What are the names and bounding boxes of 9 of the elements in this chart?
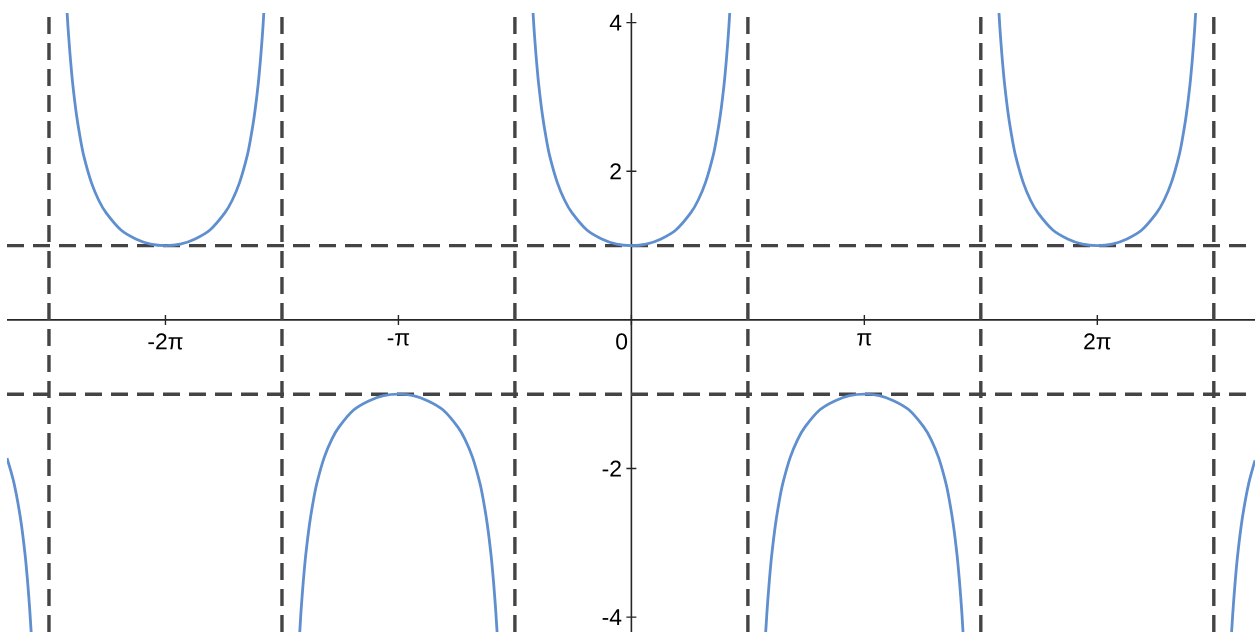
y-tick-label: -4 [602, 609, 622, 626]
y-tick-label: 4 [609, 14, 622, 31]
x-tick-label: 0 [616, 333, 628, 350]
y-tick-label: -2 [602, 460, 621, 477]
x-tick-label: -π [387, 333, 410, 346]
x-tick-label: π [857, 333, 872, 346]
x-tick-label: -2π [148, 333, 183, 350]
y-tick-label: 2 [610, 163, 621, 180]
x-tick-label: 2π [1084, 333, 1111, 350]
